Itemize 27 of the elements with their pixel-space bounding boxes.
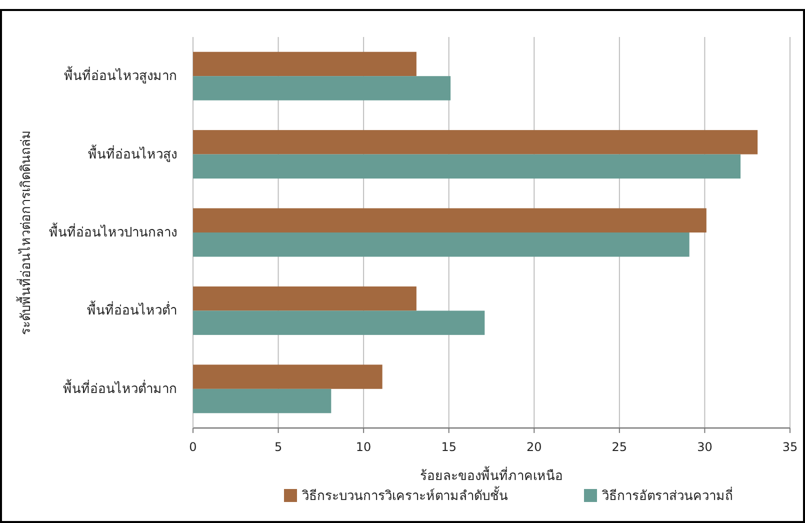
y-tick-label: พื้นที่อ่อนไหวสูงมาก xyxy=(64,66,177,84)
x-tick-label: 10 xyxy=(356,440,372,454)
bar xyxy=(193,76,451,100)
bar xyxy=(193,364,382,389)
bar xyxy=(193,232,690,257)
bar xyxy=(193,208,706,232)
bar xyxy=(193,130,758,154)
y-axis-title: ระดับพื้นที่อ่อนไหวต่อการเกิดดินถล่ม xyxy=(16,130,34,335)
x-axis-title: ร้อยละของพื้นที่ภาคเหนือ xyxy=(420,466,563,484)
x-tick-label: 35 xyxy=(782,440,798,454)
x-tick-label: 20 xyxy=(526,440,542,454)
y-tick-label: พื้นที่อ่อนไหวสูง xyxy=(88,144,177,162)
bar xyxy=(193,286,416,311)
legend-label: วิธีกระบวนการวิเคราะห์ตามลำดับชั้น xyxy=(301,486,508,504)
bar xyxy=(193,154,741,179)
y-tick-label: พื้นที่อ่อนไหวต่ำ xyxy=(87,300,177,319)
y-tick-label: พื้นที่อ่อนไหวต่ำมาก xyxy=(63,378,177,397)
y-tick-label: พื้นที่อ่อนไหวปานกลาง xyxy=(49,222,177,240)
bar xyxy=(193,388,332,414)
x-tick-label: 15 xyxy=(441,440,456,454)
legend-label: วิธีการอัตราส่วนความถี่ xyxy=(601,487,733,504)
x-tick-label: 30 xyxy=(697,440,712,454)
x-tick-label: 5 xyxy=(274,440,282,454)
x-tick-label: 25 xyxy=(612,440,628,454)
x-tick-label: 0 xyxy=(189,440,197,454)
bar xyxy=(193,310,485,335)
bar xyxy=(193,52,416,76)
